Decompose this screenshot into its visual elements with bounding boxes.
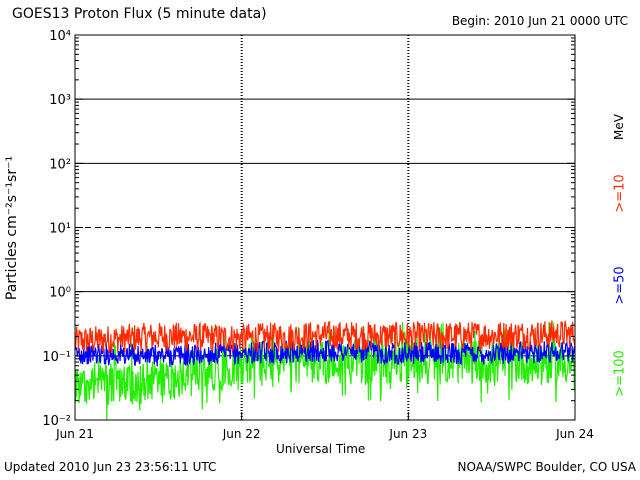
series-line-ge50: [74, 339, 576, 367]
y-tick-label: 10³: [49, 93, 71, 108]
chart-title: GOES13 Proton Flux (5 minute data): [12, 6, 267, 22]
y-tick-label: 10¹: [49, 222, 71, 237]
y-axis-ticks: 10⁻² 10⁻¹ 10⁰ 10¹ 10² 10³ 10⁴: [42, 29, 575, 429]
legend-series-10: >=10: [612, 174, 628, 213]
y-tick-label: 10²: [49, 157, 71, 172]
y-tick-label: 10⁻¹: [42, 350, 71, 365]
x-axis-ticks: Jun 21 Jun 22 Jun 23 Jun 24: [55, 412, 594, 441]
x-axis-label: Universal Time: [276, 442, 366, 456]
y-tick-label: 10⁰: [49, 286, 71, 301]
y-tick-label: 10⁴: [49, 29, 71, 44]
chart-series: [74, 320, 576, 421]
updated-timestamp: Updated 2010 Jun 23 23:56:11 UTC: [4, 460, 217, 474]
legend-series-50: >=50: [612, 266, 628, 305]
legend-unit-mev: MeV: [612, 114, 626, 140]
x-tick-label: Jun 23: [388, 427, 427, 441]
chart-grid: [75, 35, 575, 420]
legend-series-100: >=100: [612, 350, 628, 397]
series-line-ge10: [74, 320, 576, 354]
x-tick-label: Jun 24: [555, 427, 594, 441]
begin-timestamp: Begin: 2010 Jun 21 0000 UTC: [451, 14, 628, 28]
x-tick-label: Jun 21: [55, 427, 94, 441]
credit-text: NOAA/SWPC Boulder, CO USA: [457, 460, 636, 474]
y-tick-label: 10⁻²: [42, 414, 71, 429]
x-tick-label: Jun 22: [222, 427, 261, 441]
y-axis-label: Particles cm⁻²s⁻¹sr⁻¹: [4, 155, 20, 301]
